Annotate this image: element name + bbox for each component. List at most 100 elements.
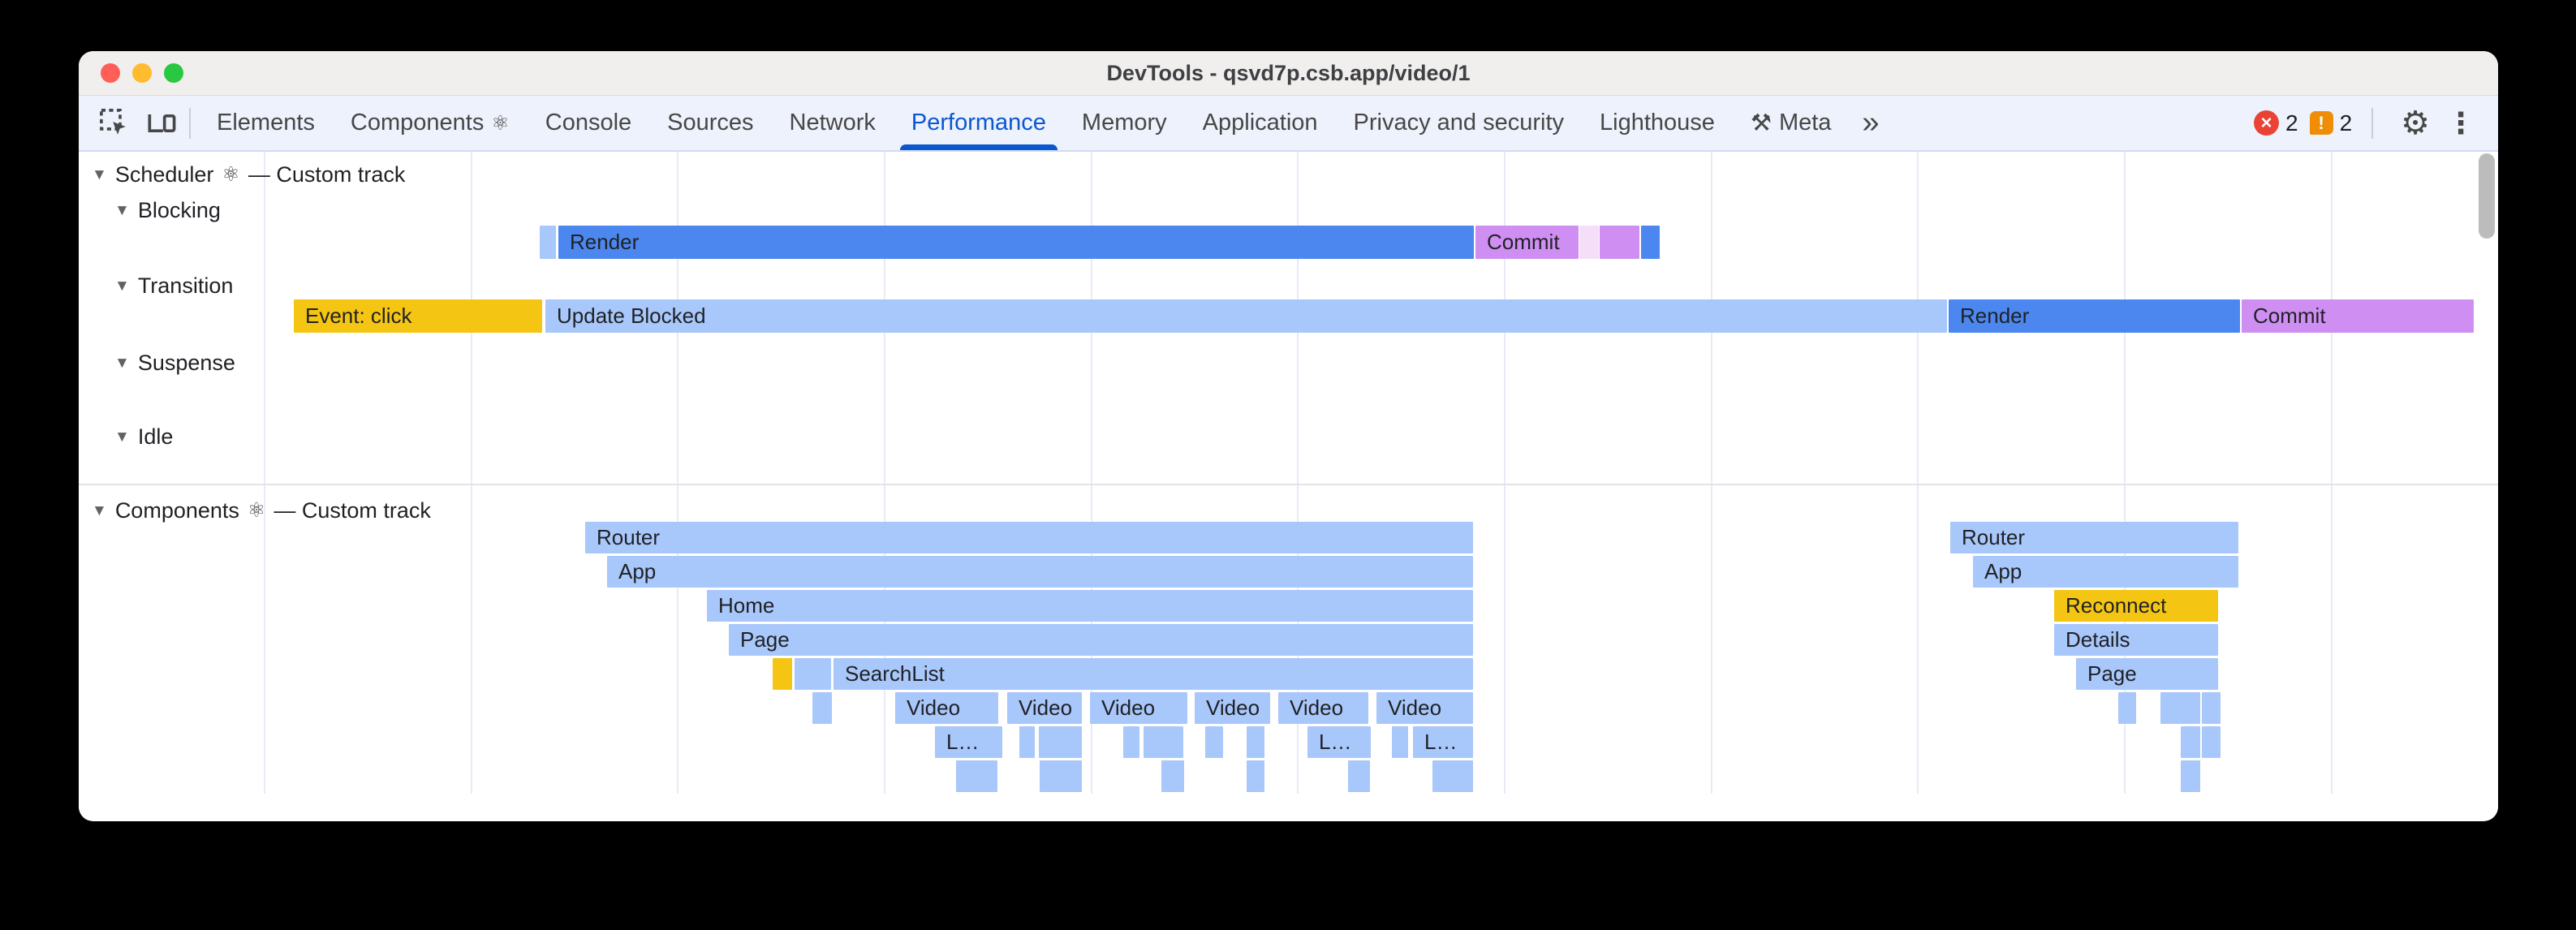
flame-bar[interactable]	[1144, 726, 1183, 758]
flame-bar[interactable]	[1641, 226, 1660, 259]
flame-bar[interactable]	[1039, 726, 1082, 758]
tab-sources[interactable]: Sources	[649, 96, 771, 150]
flame-bar[interactable]	[2202, 692, 2221, 724]
flame-bar-details[interactable]: Details	[2054, 624, 2218, 656]
close-window-button[interactable]	[101, 63, 120, 83]
flame-bar-video[interactable]: Video	[895, 692, 998, 724]
tab-application[interactable]: Application	[1185, 96, 1336, 150]
flame-bar[interactable]	[1348, 760, 1370, 792]
flame-bar-video[interactable]: Video	[1376, 692, 1473, 724]
flame-bar[interactable]	[1432, 760, 1473, 792]
flame-bar-update-blocked[interactable]: Update Blocked	[545, 299, 1947, 333]
device-toolbar-icon	[148, 114, 176, 132]
tab-label: Sources	[667, 110, 754, 136]
flame-bar-video[interactable]: Video	[1278, 692, 1368, 724]
flame-bar-reconnect[interactable]: Reconnect	[2054, 590, 2218, 622]
tab-memory[interactable]: Memory	[1064, 96, 1185, 150]
time-gridline	[264, 152, 265, 794]
collapse-triangle-icon[interactable]: ▼	[114, 428, 130, 446]
flame-bar-l-[interactable]: L…	[935, 726, 1002, 758]
tab-network[interactable]: Network	[772, 96, 894, 150]
flame-bar[interactable]	[1247, 760, 1264, 792]
flame-bar-video[interactable]: Video	[1090, 692, 1187, 724]
track-label-components[interactable]: ▼ Components ⚛︎ — Custom track	[92, 497, 431, 524]
settings-gear-icon[interactable]: ⚙︎	[2401, 105, 2430, 141]
flame-bar[interactable]	[1600, 226, 1639, 259]
performance-flamechart-canvas[interactable]: ▼ Scheduler ⚛︎ — Custom track ▼ Blocking ▼ Tran…	[79, 152, 2498, 820]
track-label-transition[interactable]: ▼ Transition	[114, 272, 233, 299]
flame-bar-label: L…	[946, 730, 980, 754]
flame-bar-video[interactable]: Video	[1195, 692, 1270, 724]
track-label-suspense[interactable]: ▼ Suspense	[114, 349, 235, 377]
track-label-blocking[interactable]: ▼ Blocking	[114, 196, 221, 224]
flame-bar[interactable]	[1040, 760, 1082, 792]
console-warnings-badge[interactable]: ! 2	[2309, 110, 2352, 136]
flame-bar-render[interactable]: Render	[1949, 299, 2240, 333]
collapse-triangle-icon[interactable]: ▼	[114, 278, 130, 295]
tab-performance[interactable]: Performance	[894, 96, 1064, 150]
flame-bar[interactable]	[1019, 726, 1035, 758]
collapse-triangle-icon[interactable]: ▼	[114, 202, 130, 219]
flame-bar-page[interactable]: Page	[2076, 658, 2218, 690]
inspect-element-button[interactable]	[95, 104, 134, 143]
flame-bar-router[interactable]: Router	[1950, 522, 2238, 553]
flame-bar-l-[interactable]: L…	[1307, 726, 1371, 758]
flame-bar-home[interactable]: Home	[707, 590, 1473, 622]
time-gridline	[1091, 152, 1092, 794]
flame-bar-commit[interactable]: Commit	[2242, 299, 2474, 333]
flame-bar-page[interactable]: Page	[729, 624, 1473, 656]
flame-bar[interactable]	[2160, 692, 2200, 724]
flame-bar[interactable]	[2118, 692, 2136, 724]
flame-bar[interactable]	[1123, 726, 1139, 758]
tab-components[interactable]: Components ⚛︎	[333, 96, 528, 150]
flame-bar-video[interactable]: Video	[1007, 692, 1082, 724]
customize-devtools-menu-icon[interactable]: ⋮	[2446, 105, 2475, 140]
track-name: Blocking	[137, 197, 221, 222]
flame-bar[interactable]	[956, 760, 997, 792]
collapse-triangle-icon[interactable]: ▼	[92, 502, 107, 519]
custom-track-suffix: — Custom track	[274, 497, 431, 523]
flame-bar-label: App	[618, 559, 657, 583]
flame-bar-label: Video	[1290, 695, 1344, 720]
flame-bar[interactable]	[2181, 760, 2200, 792]
flame-bar[interactable]	[1205, 726, 1223, 758]
tab-privacy-and-security[interactable]: Privacy and security	[1336, 96, 1583, 150]
flame-bar[interactable]	[1392, 726, 1408, 758]
console-errors-badge[interactable]: × 2	[2253, 110, 2298, 136]
flame-bar-event-click[interactable]: Event: click	[294, 299, 542, 333]
flame-bar-app[interactable]: App	[1973, 556, 2238, 588]
tab-elements[interactable]: Elements	[199, 96, 333, 150]
flame-bar[interactable]	[795, 658, 831, 690]
flame-bar[interactable]	[1579, 226, 1599, 259]
flame-bar[interactable]	[1161, 760, 1184, 792]
minimize-window-button[interactable]	[132, 63, 152, 83]
tab-lighthouse[interactable]: Lighthouse	[1582, 96, 1733, 150]
flame-bar-label: Router	[597, 525, 661, 549]
flame-bar[interactable]	[540, 226, 556, 259]
flame-bar[interactable]	[1247, 726, 1264, 758]
flame-bar-router[interactable]: Router	[585, 522, 1473, 553]
panel-tabs: Elements Components ⚛︎ Console Sources Networ…	[199, 96, 1849, 150]
flame-bar-app[interactable]: App	[607, 556, 1473, 588]
flame-bar[interactable]	[812, 692, 832, 724]
track-label-idle[interactable]: ▼ Idle	[114, 423, 173, 450]
tab-console[interactable]: Console	[528, 96, 649, 150]
flame-bar-render[interactable]: Render	[558, 226, 1474, 259]
zoom-window-button[interactable]	[164, 63, 183, 83]
more-tabs-button[interactable]: »	[1862, 105, 1880, 140]
track-label-scheduler[interactable]: ▼ Scheduler ⚛︎ — Custom track	[92, 161, 405, 188]
flame-bar-searchlist[interactable]: SearchList	[834, 658, 1473, 690]
flame-bar-label: App	[1984, 559, 2022, 583]
flame-bar-commit[interactable]: Commit	[1475, 226, 1579, 259]
collapse-triangle-icon[interactable]: ▼	[92, 166, 107, 183]
flame-bar-label: Commit	[2253, 304, 2326, 328]
flame-bar[interactable]	[2202, 726, 2221, 758]
toggle-device-toolbar-button[interactable]	[142, 104, 181, 143]
flame-bar[interactable]	[773, 658, 792, 690]
tab-meta[interactable]: ⚒︎ Meta	[1733, 96, 1849, 150]
flame-bar-label: Home	[718, 593, 775, 618]
flame-bar[interactable]	[2181, 726, 2200, 758]
vertical-scrollbar-thumb[interactable]	[2479, 153, 2495, 239]
collapse-triangle-icon[interactable]: ▼	[114, 355, 130, 372]
flame-bar-l-[interactable]: L…	[1413, 726, 1473, 758]
